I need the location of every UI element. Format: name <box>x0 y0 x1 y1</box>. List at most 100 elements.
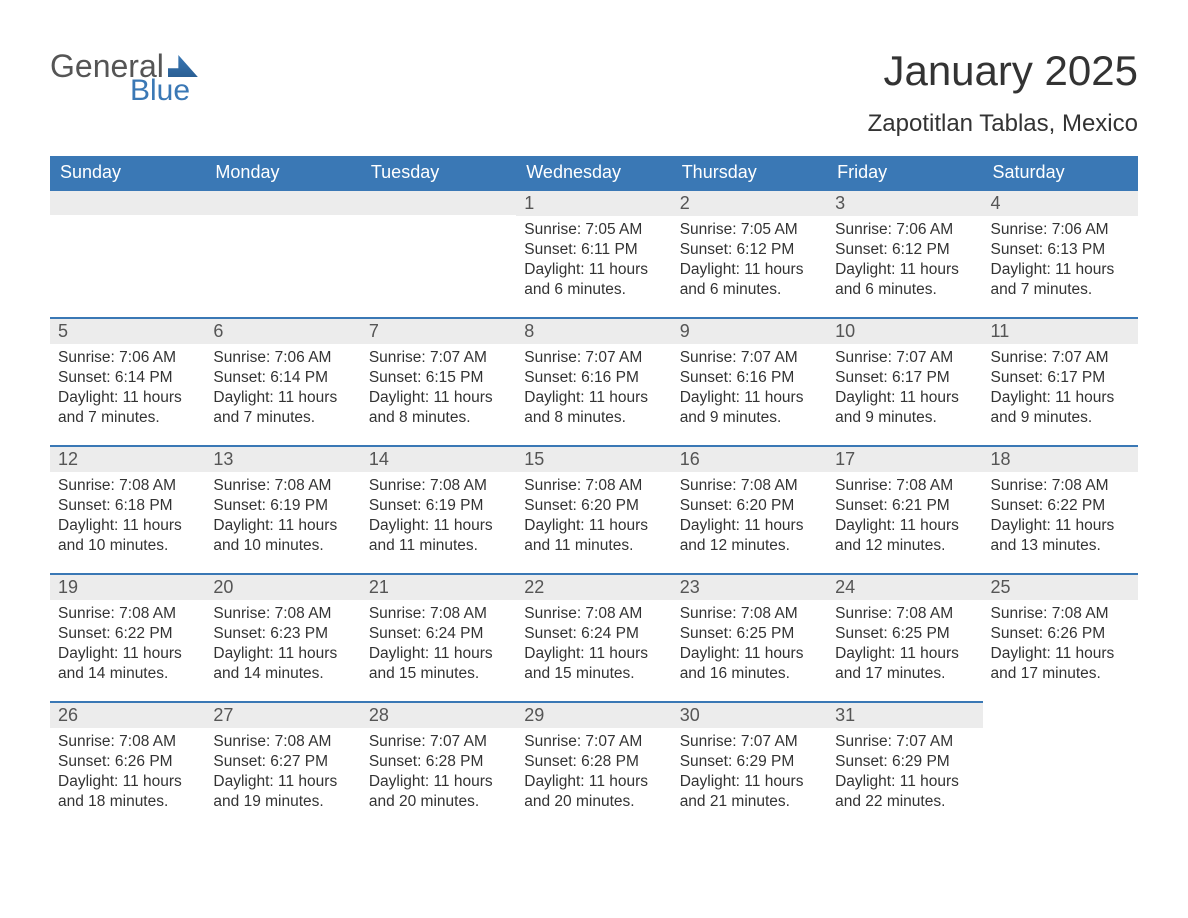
day-number: 15 <box>516 445 671 472</box>
calendar-day-cell: 8Sunrise: 7:07 AMSunset: 6:16 PMDaylight… <box>516 317 671 445</box>
calendar-day-cell: 16Sunrise: 7:08 AMSunset: 6:20 PMDayligh… <box>672 445 827 573</box>
calendar-day-cell: 13Sunrise: 7:08 AMSunset: 6:19 PMDayligh… <box>205 445 360 573</box>
sunrise-line: Sunrise: 7:05 AM <box>680 220 819 240</box>
day-number: 24 <box>827 573 982 600</box>
day-number: 16 <box>672 445 827 472</box>
day-number: 13 <box>205 445 360 472</box>
sunrise-line: Sunrise: 7:08 AM <box>58 604 197 624</box>
calendar-day-cell: 21Sunrise: 7:08 AMSunset: 6:24 PMDayligh… <box>361 573 516 701</box>
day-number: 31 <box>827 701 982 728</box>
day-details: Sunrise: 7:08 AMSunset: 6:27 PMDaylight:… <box>205 728 360 823</box>
day-number: 9 <box>672 317 827 344</box>
daylight-line: Daylight: 11 hours and 20 minutes. <box>524 772 663 812</box>
day-number: 21 <box>361 573 516 600</box>
sunset-line: Sunset: 6:27 PM <box>213 752 352 772</box>
day-details: Sunrise: 7:06 AMSunset: 6:14 PMDaylight:… <box>205 344 360 439</box>
page: General Blue January 2025 Zapotitlan Tab… <box>0 0 1188 849</box>
sunset-line: Sunset: 6:11 PM <box>524 240 663 260</box>
day-number: 30 <box>672 701 827 728</box>
sunrise-line: Sunrise: 7:08 AM <box>369 604 508 624</box>
day-details: Sunrise: 7:05 AMSunset: 6:11 PMDaylight:… <box>516 216 671 311</box>
calendar-day-cell: 9Sunrise: 7:07 AMSunset: 6:16 PMDaylight… <box>672 317 827 445</box>
daylight-line: Daylight: 11 hours and 12 minutes. <box>680 516 819 556</box>
calendar-body: 1Sunrise: 7:05 AMSunset: 6:11 PMDaylight… <box>50 189 1138 829</box>
sunrise-line: Sunrise: 7:08 AM <box>835 476 974 496</box>
day-number: 10 <box>827 317 982 344</box>
calendar-header-row: SundayMondayTuesdayWednesdayThursdayFrid… <box>50 156 1138 189</box>
day-number: 26 <box>50 701 205 728</box>
day-details: Sunrise: 7:07 AMSunset: 6:28 PMDaylight:… <box>361 728 516 823</box>
day-details: Sunrise: 7:07 AMSunset: 6:17 PMDaylight:… <box>983 344 1138 439</box>
calendar-week-row: 1Sunrise: 7:05 AMSunset: 6:11 PMDaylight… <box>50 189 1138 317</box>
daylight-line: Daylight: 11 hours and 12 minutes. <box>835 516 974 556</box>
daylight-line: Daylight: 11 hours and 6 minutes. <box>680 260 819 300</box>
calendar-week-row: 5Sunrise: 7:06 AMSunset: 6:14 PMDaylight… <box>50 317 1138 445</box>
daylight-line: Daylight: 11 hours and 7 minutes. <box>213 388 352 428</box>
sunset-line: Sunset: 6:22 PM <box>58 624 197 644</box>
weekday-header: Thursday <box>672 156 827 189</box>
logo: General Blue <box>50 50 198 106</box>
calendar-day-cell: 20Sunrise: 7:08 AMSunset: 6:23 PMDayligh… <box>205 573 360 701</box>
calendar-day-cell: 3Sunrise: 7:06 AMSunset: 6:12 PMDaylight… <box>827 189 982 317</box>
calendar-week-row: 26Sunrise: 7:08 AMSunset: 6:26 PMDayligh… <box>50 701 1138 829</box>
calendar-day-cell: 12Sunrise: 7:08 AMSunset: 6:18 PMDayligh… <box>50 445 205 573</box>
calendar-day-cell: 23Sunrise: 7:08 AMSunset: 6:25 PMDayligh… <box>672 573 827 701</box>
daylight-line: Daylight: 11 hours and 19 minutes. <box>213 772 352 812</box>
daylight-line: Daylight: 11 hours and 8 minutes. <box>369 388 508 428</box>
sunrise-line: Sunrise: 7:06 AM <box>991 220 1130 240</box>
daylight-line: Daylight: 11 hours and 9 minutes. <box>680 388 819 428</box>
calendar-day-cell: 10Sunrise: 7:07 AMSunset: 6:17 PMDayligh… <box>827 317 982 445</box>
day-details: Sunrise: 7:08 AMSunset: 6:23 PMDaylight:… <box>205 600 360 695</box>
calendar-day-cell: 28Sunrise: 7:07 AMSunset: 6:28 PMDayligh… <box>361 701 516 829</box>
sunset-line: Sunset: 6:17 PM <box>835 368 974 388</box>
calendar-day-cell: 17Sunrise: 7:08 AMSunset: 6:21 PMDayligh… <box>827 445 982 573</box>
sunrise-line: Sunrise: 7:08 AM <box>991 604 1130 624</box>
sunrise-line: Sunrise: 7:08 AM <box>524 604 663 624</box>
calendar-day-cell: 2Sunrise: 7:05 AMSunset: 6:12 PMDaylight… <box>672 189 827 317</box>
header: General Blue January 2025 Zapotitlan Tab… <box>50 50 1138 138</box>
sunset-line: Sunset: 6:15 PM <box>369 368 508 388</box>
day-number: 25 <box>983 573 1138 600</box>
day-details: Sunrise: 7:07 AMSunset: 6:16 PMDaylight:… <box>516 344 671 439</box>
calendar-table: SundayMondayTuesdayWednesdayThursdayFrid… <box>50 156 1138 829</box>
day-number: 20 <box>205 573 360 600</box>
calendar-day-cell: 26Sunrise: 7:08 AMSunset: 6:26 PMDayligh… <box>50 701 205 829</box>
day-number: 18 <box>983 445 1138 472</box>
sunrise-line: Sunrise: 7:07 AM <box>680 348 819 368</box>
calendar-day-cell: 29Sunrise: 7:07 AMSunset: 6:28 PMDayligh… <box>516 701 671 829</box>
sunrise-line: Sunrise: 7:07 AM <box>369 732 508 752</box>
sunrise-line: Sunrise: 7:08 AM <box>680 604 819 624</box>
calendar-day-cell: 30Sunrise: 7:07 AMSunset: 6:29 PMDayligh… <box>672 701 827 829</box>
sunset-line: Sunset: 6:12 PM <box>835 240 974 260</box>
sunset-line: Sunset: 6:14 PM <box>58 368 197 388</box>
day-details: Sunrise: 7:08 AMSunset: 6:24 PMDaylight:… <box>361 600 516 695</box>
sunrise-line: Sunrise: 7:08 AM <box>58 476 197 496</box>
day-details: Sunrise: 7:06 AMSunset: 6:14 PMDaylight:… <box>50 344 205 439</box>
calendar-day-cell: 25Sunrise: 7:08 AMSunset: 6:26 PMDayligh… <box>983 573 1138 701</box>
daylight-line: Daylight: 11 hours and 6 minutes. <box>524 260 663 300</box>
sunrise-line: Sunrise: 7:05 AM <box>524 220 663 240</box>
day-number: 12 <box>50 445 205 472</box>
daylight-line: Daylight: 11 hours and 14 minutes. <box>58 644 197 684</box>
day-number: 3 <box>827 189 982 216</box>
sunset-line: Sunset: 6:19 PM <box>213 496 352 516</box>
day-number: 29 <box>516 701 671 728</box>
sunrise-line: Sunrise: 7:08 AM <box>835 604 974 624</box>
sunset-line: Sunset: 6:23 PM <box>213 624 352 644</box>
sunrise-line: Sunrise: 7:07 AM <box>524 732 663 752</box>
sunrise-line: Sunrise: 7:08 AM <box>213 476 352 496</box>
day-number: 22 <box>516 573 671 600</box>
weekday-header: Wednesday <box>516 156 671 189</box>
daylight-line: Daylight: 11 hours and 9 minutes. <box>835 388 974 428</box>
day-details: Sunrise: 7:07 AMSunset: 6:29 PMDaylight:… <box>827 728 982 823</box>
location: Zapotitlan Tablas, Mexico <box>868 110 1138 138</box>
calendar-empty-cell <box>361 189 516 317</box>
sunset-line: Sunset: 6:14 PM <box>213 368 352 388</box>
day-number: 5 <box>50 317 205 344</box>
daylight-line: Daylight: 11 hours and 9 minutes. <box>991 388 1130 428</box>
day-details: Sunrise: 7:08 AMSunset: 6:25 PMDaylight:… <box>672 600 827 695</box>
calendar-day-cell: 6Sunrise: 7:06 AMSunset: 6:14 PMDaylight… <box>205 317 360 445</box>
day-number <box>50 189 205 215</box>
logo-mark-icon <box>168 55 198 77</box>
sunset-line: Sunset: 6:17 PM <box>991 368 1130 388</box>
